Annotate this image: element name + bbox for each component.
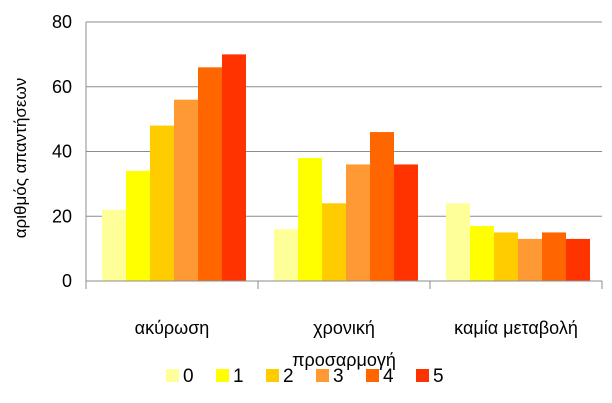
y-tick-labels: 0 20 40 60 80 — [52, 12, 72, 291]
legend-swatch-4 — [366, 369, 379, 382]
legend-label: 3 — [333, 366, 344, 387]
bar-series-5 — [222, 54, 246, 281]
axes — [85, 22, 603, 289]
category-label: ακύρωση — [135, 318, 210, 338]
category-label: χρονική — [313, 318, 375, 338]
legend-swatch-3 — [316, 369, 329, 382]
bar-series-3 — [174, 99, 198, 281]
y-tick-label: 80 — [52, 12, 72, 32]
y-tick-label: 0 — [62, 271, 72, 291]
bar-series-1 — [126, 170, 150, 281]
y-tick-label: 20 — [52, 206, 72, 226]
y-tick-label: 60 — [52, 77, 72, 97]
bar-series-2 — [494, 232, 518, 281]
category-label: καμία μεταβολή — [454, 318, 578, 338]
category-label: προσαρμογή — [292, 350, 396, 370]
legend-swatch-2 — [266, 369, 279, 382]
bar-series-5 — [394, 164, 418, 281]
legend-label: 5 — [433, 366, 444, 387]
bar-series-1 — [298, 157, 322, 281]
bar-series-0 — [446, 203, 470, 281]
bar-series-0 — [274, 229, 298, 281]
legend-label: 2 — [283, 366, 294, 387]
legend-label: 1 — [233, 366, 244, 387]
bar-series-2 — [322, 203, 346, 281]
legend-label: 0 — [183, 366, 194, 387]
y-axis-label: αριθμός απαντήσεων — [11, 78, 30, 239]
bars — [102, 54, 590, 281]
category-labels: ακύρωση χρονική προσαρμογή καμία μεταβολή — [135, 318, 578, 370]
bar-series-4 — [542, 232, 566, 281]
bar-series-4 — [370, 132, 394, 281]
bar-series-3 — [346, 164, 370, 281]
legend-swatch-5 — [416, 369, 429, 382]
bar-series-0 — [102, 209, 126, 281]
bar-series-1 — [470, 225, 494, 281]
legend-swatch-0 — [166, 369, 179, 382]
bar-series-2 — [150, 125, 174, 281]
y-tick-label: 40 — [52, 142, 72, 162]
legend: 0 1 2 3 4 5 — [166, 366, 444, 387]
legend-label: 4 — [383, 366, 394, 387]
bar-series-4 — [198, 67, 222, 281]
legend-swatch-1 — [216, 369, 229, 382]
bar-series-3 — [518, 238, 542, 281]
bar-series-5 — [566, 238, 590, 281]
